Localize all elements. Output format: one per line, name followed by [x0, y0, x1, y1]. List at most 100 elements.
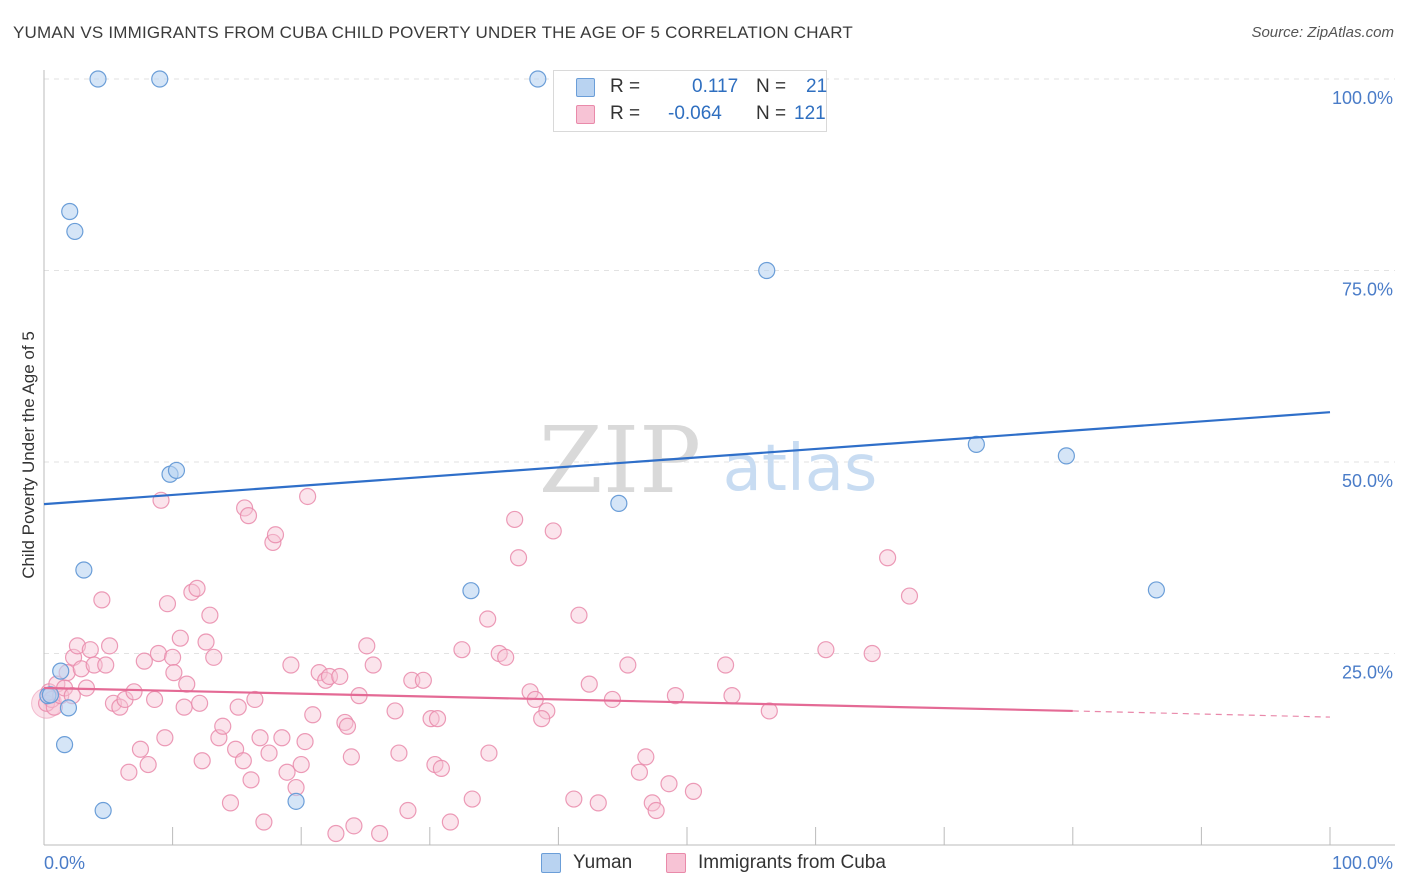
- data-point-cuba: [386, 702, 404, 720]
- data-point-cuba: [266, 526, 285, 544]
- r-value: 0.117: [692, 76, 739, 97]
- data-point-cuba: [131, 740, 150, 758]
- chart-title: YUMAN VS IMMIGRANTS FROM CUBA CHILD POVE…: [13, 23, 853, 42]
- data-point-cuba: [156, 729, 174, 747]
- data-point-cuba: [188, 579, 206, 597]
- data-point-cuba: [390, 744, 408, 762]
- x-tick-labels: 0.0% 100.0%: [44, 853, 1393, 873]
- data-point-cuba: [282, 656, 300, 674]
- watermark: ZIP atlas: [539, 407, 877, 514]
- data-point-cuba: [660, 775, 678, 793]
- n-value: 21: [806, 76, 828, 97]
- data-point-cuba: [139, 755, 157, 774]
- data-point-yuman: [167, 461, 186, 480]
- data-point-cuba: [619, 656, 637, 674]
- yuman-swatch: [576, 78, 595, 97]
- data-point-cuba: [480, 744, 498, 762]
- data-point-yuman: [151, 70, 169, 88]
- data-point-cuba: [246, 690, 264, 709]
- watermark-atlas: atlas: [723, 432, 878, 506]
- data-point-cuba: [364, 656, 382, 674]
- data-point-cuba: [175, 698, 193, 716]
- data-point-cuba: [441, 813, 459, 831]
- data-point-cuba: [205, 648, 223, 666]
- data-point-cuba: [817, 641, 835, 659]
- data-point-cuba: [345, 817, 363, 835]
- data-point-yuman: [287, 792, 305, 810]
- data-point-cuba: [506, 510, 524, 529]
- data-point-cuba: [637, 748, 655, 766]
- data-point-yuman: [967, 435, 985, 453]
- data-point-cuba: [120, 763, 138, 781]
- data-point-cuba: [81, 641, 99, 659]
- data-point-cuba: [214, 717, 232, 735]
- data-point-cuba: [255, 813, 273, 831]
- data-point-cuba: [338, 717, 357, 735]
- data-point-cuba: [684, 782, 703, 800]
- data-point-cuba: [299, 487, 317, 506]
- y-tick-label: 25.0%: [1342, 663, 1393, 683]
- cuba-points: [31, 487, 919, 843]
- data-point-cuba: [304, 706, 322, 724]
- yuman-legend-swatch: [541, 853, 561, 873]
- data-point-cuba: [342, 748, 360, 766]
- data-point-yuman: [758, 261, 776, 280]
- data-point-cuba: [178, 675, 196, 693]
- data-point-cuba: [296, 732, 314, 751]
- data-point-cuba: [371, 824, 389, 843]
- x-tick-label: 100.0%: [1332, 853, 1393, 873]
- data-point-cuba: [533, 710, 551, 728]
- trend-line-cuba: [43, 686, 1073, 713]
- data-point-cuba: [432, 759, 450, 778]
- data-point-cuba: [165, 664, 183, 682]
- data-point-cuba: [399, 801, 417, 820]
- data-point-cuba: [327, 824, 345, 843]
- data-point-cuba: [723, 687, 741, 705]
- data-point-cuba: [331, 667, 349, 686]
- data-point-cuba: [863, 644, 881, 663]
- data-point-yuman: [1147, 581, 1165, 599]
- data-point-cuba: [428, 710, 447, 728]
- data-point-cuba: [72, 660, 90, 678]
- data-point-cuba: [251, 729, 269, 747]
- data-point-cuba: [260, 744, 278, 762]
- data-point-cuba: [239, 507, 258, 525]
- data-point-yuman: [41, 686, 60, 704]
- data-point-cuba: [93, 591, 111, 609]
- y-tick-labels: 25.0% 50.0% 75.0% 100.0%: [1332, 88, 1393, 683]
- data-point-cuba: [414, 671, 432, 689]
- data-point-cuba: [135, 652, 153, 670]
- data-point-cuba: [422, 710, 440, 728]
- data-point-cuba: [900, 587, 919, 605]
- x-tick-label: 0.0%: [44, 853, 85, 873]
- data-point-cuba: [158, 595, 177, 613]
- data-point-cuba: [580, 675, 598, 693]
- cuba-legend-swatch: [666, 853, 686, 873]
- data-point-cuba: [292, 755, 310, 774]
- data-point-yuman: [94, 801, 112, 820]
- data-point-cuba: [100, 637, 119, 655]
- gridlines: [44, 78, 1395, 654]
- r-label: R =: [610, 76, 641, 97]
- data-point-cuba: [242, 771, 260, 789]
- y-tick-label: 100.0%: [1332, 88, 1393, 108]
- y-axis-title: Child Poverty Under the Age of 5: [19, 331, 38, 579]
- trend-line-yuman: [43, 411, 1331, 506]
- data-point-cuba: [879, 549, 897, 567]
- r-label: R =: [610, 103, 641, 124]
- data-point-cuba: [509, 549, 528, 567]
- y-tick-label: 50.0%: [1342, 471, 1393, 491]
- data-point-cuba: [565, 790, 583, 808]
- n-label: N =: [756, 103, 787, 124]
- n-label: N =: [756, 76, 787, 97]
- cuba-legend-label: Immigrants from Cuba: [698, 852, 886, 873]
- data-point-yuman: [55, 736, 74, 754]
- data-point-cuba: [278, 763, 296, 781]
- r-value: -0.064: [668, 103, 722, 124]
- trend-line-cuba-extension: [1072, 710, 1331, 718]
- data-point-cuba: [97, 656, 115, 674]
- data-point-cuba: [463, 790, 481, 808]
- data-point-cuba: [125, 683, 143, 701]
- data-point-cuba: [358, 637, 376, 655]
